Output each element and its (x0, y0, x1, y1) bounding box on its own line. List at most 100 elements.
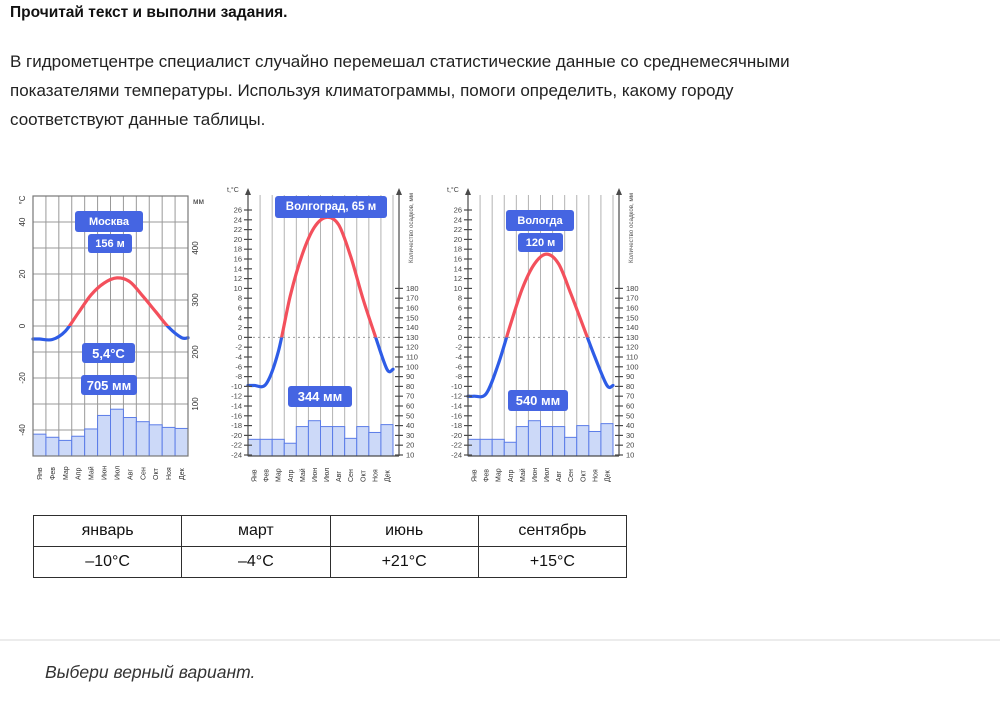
svg-text:Май: Май (519, 468, 527, 482)
annual-precip-badge: 344 мм (288, 386, 352, 407)
svg-text:170: 170 (406, 294, 419, 303)
svg-text:20: 20 (626, 441, 634, 450)
svg-text:24: 24 (454, 215, 462, 224)
svg-text:-14: -14 (451, 402, 462, 411)
svg-text:100: 100 (406, 362, 419, 371)
svg-text:Окт: Окт (360, 469, 367, 482)
svg-text:Янв: Янв (252, 469, 259, 482)
svg-text:-40: -40 (18, 424, 27, 436)
elevation-badge: 120 м (518, 233, 563, 252)
svg-text:14: 14 (454, 264, 462, 273)
svg-text:8: 8 (458, 294, 462, 303)
answer-prompt: Выбери верный вариант. (45, 662, 256, 682)
svg-text:Количество осадков, мм: Количество осадков, мм (408, 193, 415, 263)
table-value-cell: +21°C (329, 546, 479, 578)
svg-text:40: 40 (626, 421, 634, 430)
svg-text:-14: -14 (231, 402, 242, 411)
table-value-cell: +15°C (477, 546, 628, 578)
svg-text:Июн: Июн (312, 468, 319, 482)
svg-text:10: 10 (406, 451, 414, 460)
table-value-cell: –10°C (32, 546, 183, 578)
svg-text:160: 160 (626, 304, 639, 313)
table-value-row: –10°C –4°C +21°C +15°C (32, 546, 628, 578)
svg-text:40: 40 (18, 217, 27, 226)
svg-text:Апр: Апр (508, 470, 515, 482)
table-header-cell: июнь (329, 515, 479, 547)
svg-text:Май: Май (299, 468, 307, 482)
svg-text:150: 150 (626, 313, 639, 322)
svg-text:20: 20 (234, 235, 242, 244)
svg-text:Сен: Сен (348, 469, 355, 482)
svg-text:Дек: Дек (179, 467, 186, 480)
svg-text:-24: -24 (231, 451, 242, 460)
svg-text:24: 24 (234, 215, 242, 224)
svg-text:140: 140 (626, 323, 639, 332)
table-header-cell: март (181, 515, 331, 547)
annual-precip-badge: 705 мм (81, 375, 137, 395)
svg-text:2: 2 (238, 323, 242, 332)
svg-text:16: 16 (234, 255, 242, 264)
table-header-row: январь март июнь сентябрь (32, 515, 628, 547)
svg-text:120: 120 (626, 343, 639, 352)
elevation-badge: 156 м (88, 234, 132, 253)
svg-text:-20: -20 (451, 431, 462, 440)
svg-text:Июл: Июл (544, 468, 551, 482)
svg-text:мм: мм (193, 197, 204, 206)
svg-text:-6: -6 (235, 362, 242, 371)
svg-text:20: 20 (454, 235, 462, 244)
svg-text:22: 22 (234, 225, 242, 234)
svg-text:-10: -10 (451, 382, 462, 391)
svg-text:Авг: Авг (127, 469, 134, 480)
svg-text:Мар: Мар (276, 468, 283, 482)
svg-text:Сен: Сен (568, 469, 575, 482)
table-value-cell: –4°C (181, 546, 331, 578)
climatogram-vologda: -24 -22 -20 -18 -16 -14 -12 -10 -8 -6 -4 -2 0 2 4 6 8 10 1… (446, 183, 662, 488)
svg-text:Количество осадков, мм: Количество осадков, мм (628, 193, 635, 263)
climatogram-volgograd: -24 -22 -20 -18 -16 -14 -12 -10 -8 -6 -4 -2 0 2 4 6 8 10 1… (226, 183, 442, 488)
city-badge: Москва (75, 211, 143, 232)
svg-text:20: 20 (406, 441, 414, 450)
city-badge: Волгоград, 65 м (275, 196, 387, 218)
svg-text:°C: °C (18, 195, 27, 204)
svg-text:6: 6 (458, 304, 462, 313)
svg-text:-22: -22 (451, 441, 462, 450)
svg-text:Ноя: Ноя (166, 467, 173, 480)
svg-text:Фев: Фев (264, 469, 271, 482)
svg-text:20: 20 (18, 269, 27, 278)
svg-text:180: 180 (626, 284, 639, 293)
svg-text:180: 180 (406, 284, 419, 293)
section-divider (0, 639, 1000, 641)
svg-text:60: 60 (406, 402, 414, 411)
svg-text:-8: -8 (235, 372, 242, 381)
table-header-cell: сентябрь (477, 515, 628, 547)
svg-text:80: 80 (406, 382, 414, 391)
svg-text:26: 26 (234, 206, 242, 215)
svg-text:-20: -20 (18, 372, 27, 384)
svg-text:-6: -6 (455, 362, 462, 371)
svg-text:-12: -12 (231, 392, 242, 401)
svg-text:-10: -10 (231, 382, 242, 391)
svg-text:Дек: Дек (384, 469, 391, 482)
svg-text:-22: -22 (231, 441, 242, 450)
svg-text:-20: -20 (231, 431, 242, 440)
svg-text:-16: -16 (231, 411, 242, 420)
svg-text:-12: -12 (451, 392, 462, 401)
svg-text:130: 130 (406, 333, 419, 342)
svg-text:400: 400 (191, 241, 200, 255)
svg-text:-18: -18 (231, 421, 242, 430)
svg-text:22: 22 (454, 225, 462, 234)
svg-text:12: 12 (234, 274, 242, 283)
climatogram-moscow: 40 20 0 -20 -40 °C 400 300 200 100 мм Янв Фев Мар Апр М… (14, 184, 219, 484)
svg-text:60: 60 (626, 402, 634, 411)
svg-text:Май: Май (88, 466, 96, 480)
svg-text:Июл: Июл (114, 466, 121, 480)
svg-text:-16: -16 (451, 411, 462, 420)
svg-text:10: 10 (234, 284, 242, 293)
svg-text:300: 300 (191, 293, 200, 307)
svg-text:Июн: Июн (532, 468, 539, 482)
svg-text:10: 10 (626, 451, 634, 460)
svg-text:Окт: Окт (153, 467, 160, 480)
svg-text:50: 50 (626, 411, 634, 420)
svg-text:t,°C: t,°C (447, 186, 459, 194)
svg-text:90: 90 (626, 372, 634, 381)
